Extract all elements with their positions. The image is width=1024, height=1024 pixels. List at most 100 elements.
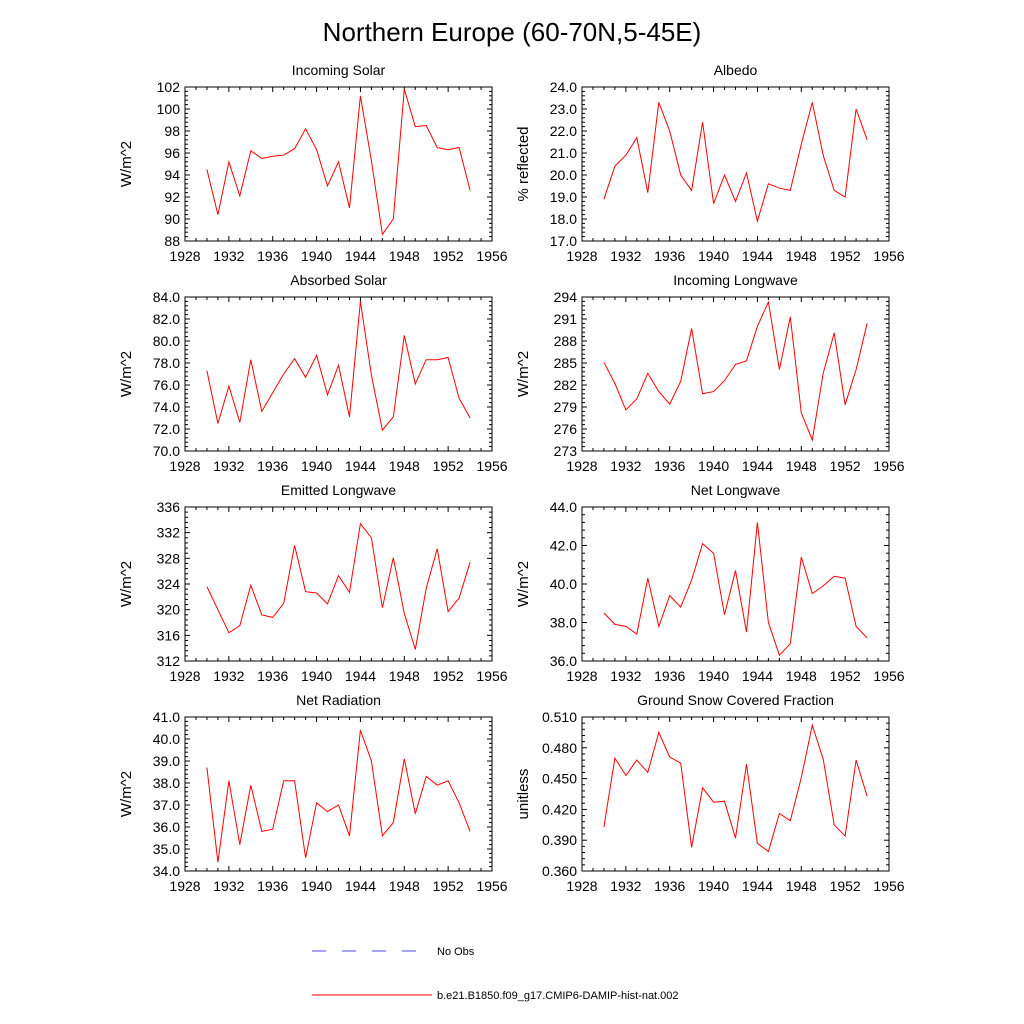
x-tick-label: 1932: [213, 668, 244, 684]
x-tick-label: 1936: [654, 878, 685, 894]
y-tick-label: 34.0: [153, 863, 180, 879]
x-tick-label: 1932: [610, 248, 641, 264]
y-tick-label: 38.0: [153, 775, 180, 791]
x-tick-label: 1936: [257, 248, 288, 264]
y-tick-label: 276: [554, 421, 578, 437]
y-tick-label: 39.0: [153, 753, 180, 769]
y-tick-label: 38.0: [550, 615, 577, 631]
x-tick-label: 1928: [169, 878, 200, 894]
y-tick-label: 273: [554, 443, 578, 459]
y-tick-label: 102: [157, 79, 181, 95]
y-tick-label: 23.0: [550, 101, 577, 117]
y-tick-label: 36.0: [153, 819, 180, 835]
y-tick-label: 88: [164, 233, 180, 249]
y-tick-label: 92: [164, 189, 180, 205]
panel-albedo: 1928 1932 1936 1940 1944 1948 1952 1956 17.0 18.0…: [515, 62, 905, 264]
panel-title: Incoming Longwave: [673, 272, 798, 288]
x-tick-label: 1956: [476, 668, 507, 684]
x-tick-label: 1936: [654, 248, 685, 264]
panel-title: Absorbed Solar: [290, 272, 387, 288]
x-tick-label: 1936: [257, 878, 288, 894]
x-tick-label: 1956: [476, 878, 507, 894]
y-tick-label: 288: [554, 333, 578, 349]
y-tick-label: 320: [157, 602, 181, 618]
y-tick-label: 40.0: [153, 731, 180, 747]
y-tick-label: 316: [157, 627, 181, 643]
x-tick-label: 1948: [786, 458, 817, 474]
x-tick-label: 1956: [476, 458, 507, 474]
x-tick-label: 1940: [698, 458, 729, 474]
x-tick-label: 1948: [389, 458, 420, 474]
y-tick-label: 96: [164, 145, 180, 161]
panel-absorbed-solar: 1928 1932 1936 1940 1944 1948 1952 1956 70.0 72.0…: [118, 272, 508, 474]
x-tick-label: 1940: [698, 668, 729, 684]
x-tick-label: 1956: [873, 668, 904, 684]
y-tick-label: 24.0: [550, 79, 577, 95]
panel-title: Net Longwave: [691, 482, 781, 498]
y-tick-label: 70.0: [153, 443, 180, 459]
y-tick-label: 0.360: [542, 863, 577, 879]
y-axis-label: unitless: [515, 769, 532, 820]
figure-title: Northern Europe (60-70N,5-45E): [323, 17, 702, 47]
x-tick-label: 1952: [433, 248, 464, 264]
y-tick-label: 0.450: [542, 771, 577, 787]
plot-frame: [581, 506, 890, 662]
panel-ground-snow-covered-fraction: 1928 1932 1936 1940 1944 1948 1952 1956 0.360 0.3…: [515, 692, 905, 894]
x-tick-label: 1940: [698, 248, 729, 264]
y-tick-label: 36.0: [550, 653, 577, 669]
x-tick-label: 1948: [786, 248, 817, 264]
y-tick-label: 328: [157, 550, 181, 566]
panel-emitted-longwave: 1928 1932 1936 1940 1944 1948 1952 1956 312 316 32…: [118, 482, 508, 684]
x-tick-label: 1928: [566, 878, 597, 894]
x-tick-label: 1932: [610, 668, 641, 684]
y-tick-label: 35.0: [153, 841, 180, 857]
x-tick-label: 1928: [169, 458, 200, 474]
y-tick-label: 336: [157, 499, 181, 515]
x-tick-label: 1956: [873, 458, 904, 474]
y-tick-label: 84.0: [153, 289, 180, 305]
y-axis-label: W/m^2: [118, 561, 135, 607]
y-tick-label: 332: [157, 525, 181, 541]
y-tick-label: 74.0: [153, 399, 180, 415]
x-tick-label: 1940: [301, 458, 332, 474]
y-axis-label: W/m^2: [118, 141, 135, 187]
x-tick-label: 1948: [389, 668, 420, 684]
x-tick-label: 1944: [345, 458, 376, 474]
y-tick-label: 21.0: [550, 145, 577, 161]
x-tick-label: 1928: [566, 248, 597, 264]
x-tick-label: 1936: [654, 458, 685, 474]
x-tick-label: 1928: [169, 668, 200, 684]
y-axis-label: W/m^2: [515, 561, 532, 607]
y-tick-label: 279: [554, 399, 578, 415]
panel-title: Albedo: [714, 62, 758, 78]
x-tick-label: 1940: [698, 878, 729, 894]
panel-net-radiation: 1928 1932 1936 1940 1944 1948 1952 1956 34.0 35.0…: [118, 692, 508, 894]
x-tick-label: 1932: [610, 458, 641, 474]
y-tick-label: 324: [157, 576, 181, 592]
y-tick-label: 82.0: [153, 311, 180, 327]
y-tick-label: 0.390: [542, 832, 577, 848]
y-tick-label: 98: [164, 123, 180, 139]
x-tick-label: 1948: [786, 878, 817, 894]
series-line: [603, 300, 868, 442]
x-tick-label: 1952: [830, 248, 861, 264]
x-tick-label: 1936: [654, 668, 685, 684]
series-line: [206, 730, 471, 863]
y-tick-label: 18.0: [550, 211, 577, 227]
x-tick-label: 1944: [742, 458, 773, 474]
y-tick-label: 90: [164, 211, 180, 227]
x-tick-label: 1944: [345, 248, 376, 264]
x-tick-label: 1944: [345, 878, 376, 894]
plot-frame: [184, 86, 493, 242]
y-tick-label: 0.480: [542, 740, 577, 756]
x-tick-label: 1932: [213, 248, 244, 264]
series-line: [206, 89, 471, 236]
legend: No Obs b.e21.B1850.f09_g17.CMIP6-DAMIP-h…: [312, 946, 679, 1002]
series-line: [603, 102, 868, 224]
plot-frame: [581, 716, 890, 872]
x-tick-label: 1952: [433, 878, 464, 894]
y-tick-label: 78.0: [153, 355, 180, 371]
x-tick-label: 1952: [830, 878, 861, 894]
x-tick-label: 1956: [873, 248, 904, 264]
